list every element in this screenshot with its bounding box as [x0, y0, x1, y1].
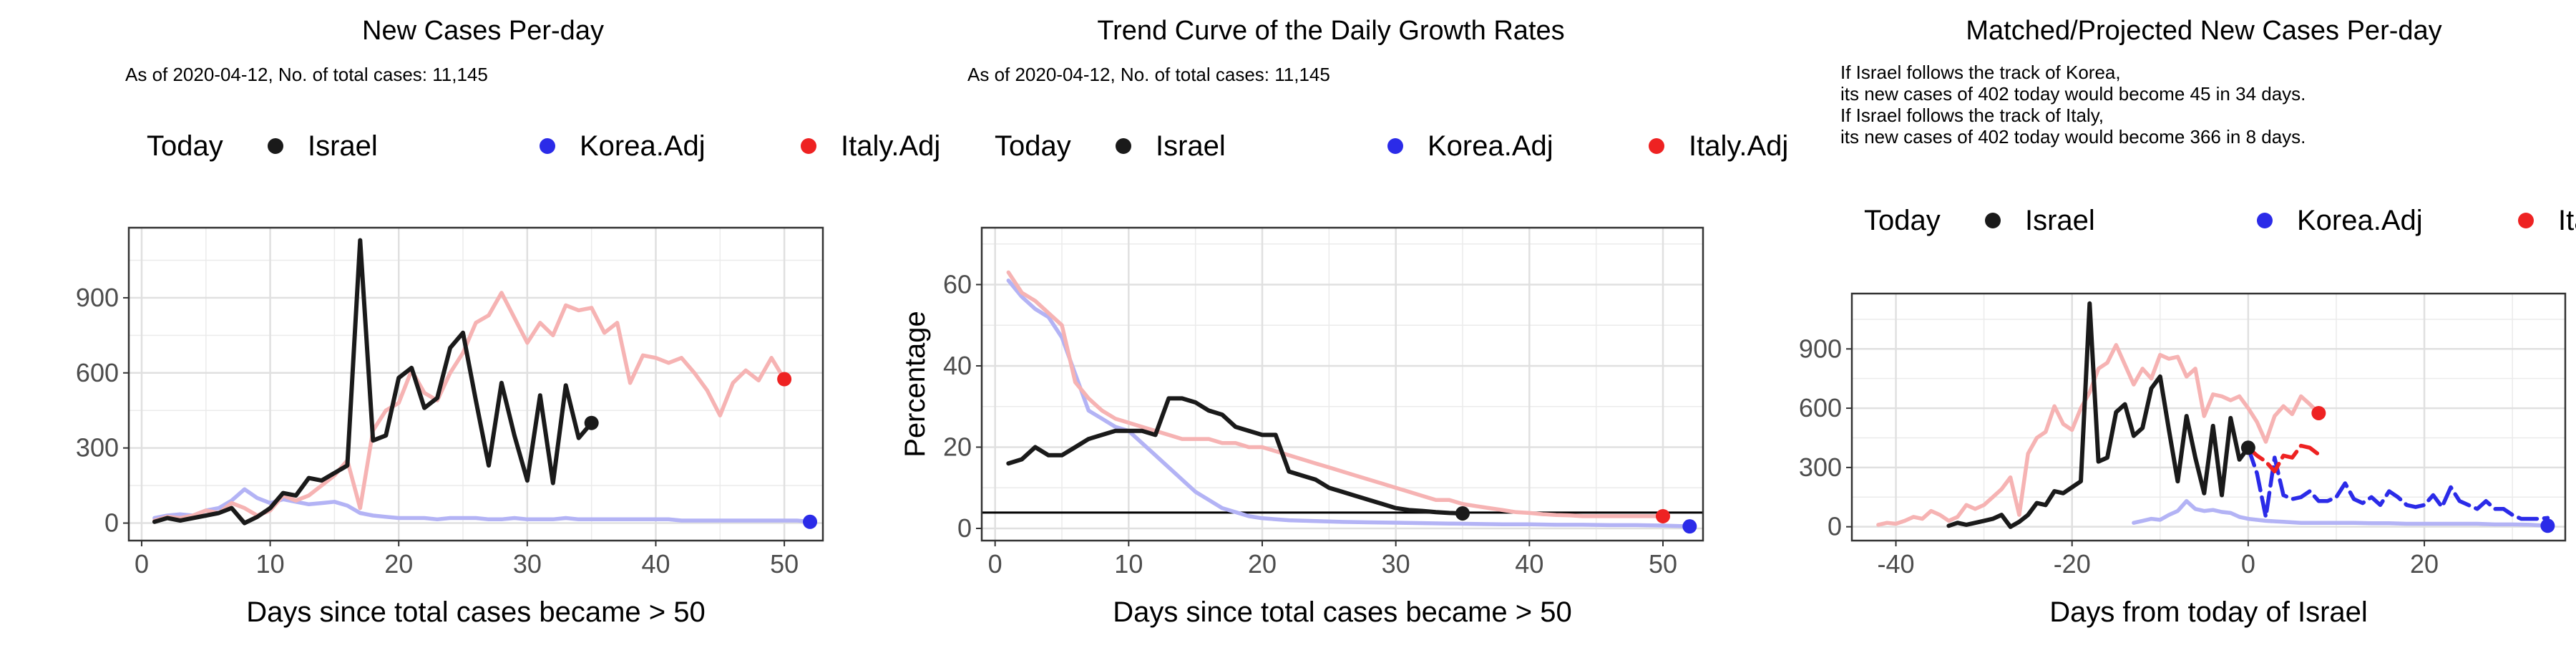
today-point-israel — [2240, 440, 2255, 455]
series-line-israel — [1946, 301, 2250, 529]
chart-panel-2: Trend Curve of the Daily Growth Rates As … — [899, 16, 1788, 628]
legend-label: Italy.Adj — [841, 130, 940, 162]
chart-title: New Cases Per-day — [362, 16, 604, 46]
x-tick-label: 20 — [2410, 549, 2439, 579]
x-tick-label: 40 — [1515, 549, 1543, 579]
y-tick-label: 900 — [76, 283, 119, 312]
chart-subtitle-line: If Israel follows the track of Italy, — [1840, 105, 2104, 126]
today-point-korea-adj — [803, 514, 818, 529]
x-tick-label: 40 — [641, 549, 670, 579]
legend-label: Italy.Adj — [1689, 130, 1788, 162]
series-line-italy-adj-projected- — [2246, 443, 2321, 474]
legend-key-israel — [268, 138, 283, 154]
legend-label: Israel — [2025, 205, 2095, 236]
today-point-israel — [584, 415, 599, 430]
legend-key-italy-adj — [2518, 213, 2534, 228]
x-tick-label: -20 — [2054, 549, 2091, 579]
series-line-israel — [152, 238, 594, 526]
legend-label: Korea.Adj — [580, 130, 706, 162]
series-line-korea-adj-projected- — [2246, 445, 2550, 521]
legend-key-israel — [1985, 213, 2001, 228]
series-line-israel — [1006, 396, 1465, 516]
x-tick-label: -40 — [1878, 549, 1915, 579]
plot-area — [1852, 294, 2565, 541]
x-tick-label: 30 — [1382, 549, 1410, 579]
x-tick-label: 50 — [1649, 549, 1677, 579]
x-axis-label: Days since total cases became > 50 — [1113, 596, 1571, 628]
legend-label: Israel — [308, 130, 378, 162]
today-point-israel — [1455, 506, 1470, 521]
x-tick-label: 0 — [135, 549, 149, 579]
chart-title: Matched/Projected New Cases Per-day — [1966, 16, 2441, 46]
legend-label: Italy.Adj — [2558, 205, 2576, 236]
x-axis-label: Days since total cases became > 50 — [246, 596, 705, 628]
chart-title: Trend Curve of the Daily Growth Rates — [1097, 16, 1564, 46]
plot-area — [129, 228, 823, 541]
y-tick-label: 600 — [76, 358, 119, 387]
x-tick-label: 20 — [1248, 549, 1277, 579]
series-line-italy-adj — [1876, 343, 2321, 527]
chart-panel-1: New Cases Per-day As of 2020-04-12, No. o… — [76, 16, 940, 628]
today-point-korea-adj — [1682, 519, 1697, 534]
y-tick-label: 300 — [76, 433, 119, 463]
y-tick-label: 20 — [943, 432, 972, 461]
today-point-korea-adj — [2540, 518, 2555, 533]
x-tick-label: 20 — [384, 549, 413, 579]
x-axis-label: Days from today of Israel — [2049, 596, 2368, 628]
legend: Today Israel Korea.Adj Italy.Adj — [147, 130, 940, 162]
legend-key-italy-adj — [801, 138, 816, 154]
legend-label: Korea.Adj — [2297, 205, 2423, 236]
plot-area — [982, 228, 1703, 541]
y-axis-label: Percentage — [899, 311, 931, 458]
today-point-italy-adj — [1656, 508, 1670, 523]
legend-title: Today — [1864, 205, 1941, 236]
legend-label: Korea.Adj — [1428, 130, 1553, 162]
chart-subtitle: As of 2020-04-12, No. of total cases: 11… — [967, 64, 1330, 85]
legend-key-korea-adj — [1387, 138, 1403, 154]
legend-key-israel — [1116, 138, 1131, 154]
legend: Today Israel Korea.Adj Italy.Adj — [995, 130, 1788, 162]
legend-key-korea-adj — [540, 138, 555, 154]
chart-subtitle-line: If Israel follows the track of Korea, — [1840, 62, 2121, 83]
y-tick-label: 60 — [943, 269, 972, 299]
y-tick-label: 0 — [957, 513, 972, 543]
x-tick-label: 10 — [256, 549, 285, 579]
series-line-korea-adj — [1006, 279, 1692, 528]
x-tick-label: 10 — [1114, 549, 1143, 579]
plot-border — [1850, 292, 2567, 542]
y-tick-label: 600 — [1799, 393, 1842, 422]
x-tick-label: 30 — [513, 549, 542, 579]
series-line-korea-adj — [2132, 499, 2550, 528]
series-line-korea-adj — [152, 487, 812, 524]
legend-title: Today — [147, 130, 223, 162]
series-line-italy-adj — [1006, 270, 1665, 518]
plot-border — [980, 226, 1704, 542]
x-tick-label: 0 — [988, 549, 1002, 579]
chart-subtitle-line: its new cases of 402 today would become … — [1840, 83, 2306, 105]
legend-title: Today — [995, 130, 1071, 162]
y-tick-label: 0 — [104, 508, 119, 538]
legend: Today Israel Korea.Adj Italy.Adj — [1864, 205, 2576, 236]
legend-key-korea-adj — [2257, 213, 2273, 228]
chart-subtitle-line: its new cases of 402 today would become … — [1840, 126, 2306, 148]
y-tick-label: 900 — [1799, 334, 1842, 363]
chart-panel-3: Matched/Projected New Cases Per-day If Is… — [1799, 16, 2576, 628]
x-tick-label: 50 — [770, 549, 799, 579]
y-tick-label: 300 — [1799, 453, 1842, 482]
y-tick-label: 0 — [1828, 512, 1842, 541]
today-point-italy-adj — [777, 372, 792, 387]
legend-key-italy-adj — [1649, 138, 1664, 154]
chart-subtitle: As of 2020-04-12, No. of total cases: 11… — [125, 64, 488, 85]
plot-border — [127, 226, 824, 542]
x-tick-label: 0 — [2241, 549, 2255, 579]
y-tick-label: 40 — [943, 351, 972, 380]
legend-label: Israel — [1156, 130, 1226, 162]
today-point-italy-adj — [2311, 405, 2326, 420]
